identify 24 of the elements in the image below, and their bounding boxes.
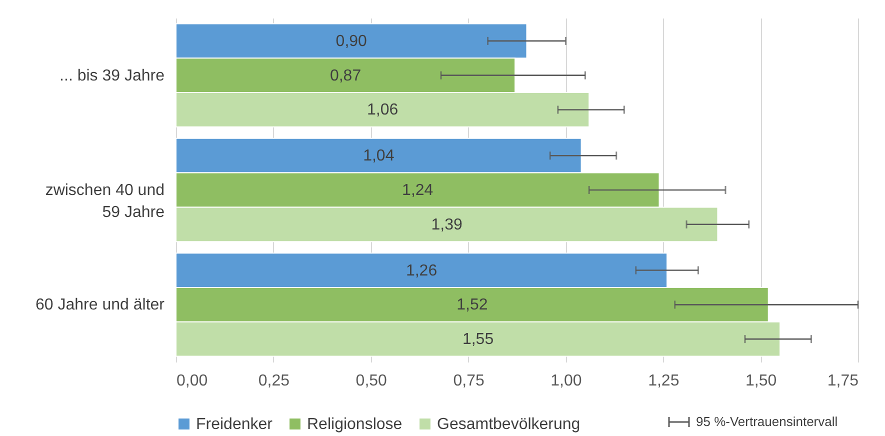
x-tick-label: 0,25 (258, 372, 290, 390)
x-tick-label: 1,25 (648, 372, 680, 390)
y-tick-label: 60 Jahre und älter (36, 296, 166, 314)
x-tick-label: 0,00 (176, 372, 208, 390)
data-label: 1,39 (431, 216, 463, 234)
data-label: 1,52 (456, 296, 488, 314)
text: 95 %-Vertrauensintervall (696, 414, 838, 429)
y-tick-label: ... bis 39 Jahre (60, 67, 165, 84)
data-label: 1,06 (366, 102, 398, 119)
legend-label: Religionslose (307, 416, 402, 433)
y-tick-label: zwischen 40 und 59 Jahre (45, 182, 165, 221)
x-tick-label: 1,00 (550, 372, 582, 390)
x-tick-label: 1,50 (746, 372, 777, 390)
legend-label: Freidenker (196, 416, 274, 433)
legend-label: Gesamtbevölkerung (437, 416, 580, 433)
data-label: 1,04 (363, 148, 394, 165)
data-label: 1,24 (402, 182, 434, 199)
x-tick-label: 1,75 (827, 372, 859, 390)
x-tick-label: 0,50 (356, 372, 388, 390)
data-label: 1,26 (406, 262, 438, 280)
data-label: 0,90 (336, 32, 368, 50)
data-label: 1,55 (462, 331, 494, 348)
x-tick-label: 0,75 (453, 372, 484, 390)
data-label: 0,87 (330, 67, 362, 84)
